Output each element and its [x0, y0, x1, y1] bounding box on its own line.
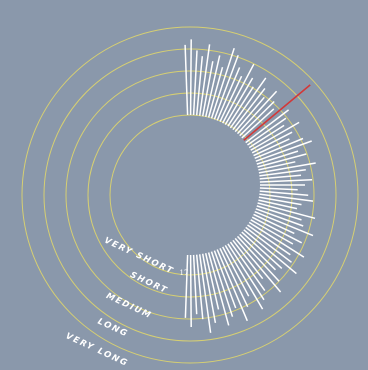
bar	[243, 229, 297, 275]
bar	[247, 117, 287, 146]
bar	[232, 239, 264, 280]
bar	[222, 63, 255, 124]
highlight-bar	[243, 84, 311, 141]
bar	[258, 162, 316, 174]
ring-label: MEDIUM	[104, 291, 153, 321]
bar	[254, 137, 304, 159]
ring-3	[65, 70, 315, 320]
ring-5	[21, 26, 359, 364]
bar	[257, 202, 316, 220]
bar	[232, 87, 266, 131]
bar	[257, 153, 307, 168]
bar	[259, 187, 298, 191]
bar	[213, 250, 237, 309]
bar	[250, 219, 294, 245]
bar	[251, 216, 303, 244]
bar	[258, 161, 296, 171]
bar	[198, 44, 211, 116]
bar	[245, 109, 290, 144]
bar	[259, 178, 313, 183]
ring-label: VERY SHORT	[102, 236, 175, 277]
bar	[259, 169, 306, 177]
ring-4	[43, 48, 337, 342]
bar	[219, 247, 249, 308]
bar	[254, 211, 314, 237]
bar	[234, 237, 282, 293]
bar	[248, 221, 305, 258]
bar	[236, 90, 278, 135]
bar	[192, 50, 198, 116]
ring-group	[21, 26, 359, 364]
bar-group	[184, 39, 316, 333]
bar	[239, 233, 277, 271]
bar	[184, 44, 189, 116]
ring-2	[87, 92, 293, 298]
bar	[204, 55, 221, 117]
bar	[256, 205, 302, 221]
bar	[201, 253, 217, 324]
bar	[227, 86, 254, 127]
bar	[204, 253, 220, 310]
bar	[255, 208, 304, 227]
bar	[216, 249, 248, 322]
bar	[201, 61, 214, 117]
ring-label: LONG	[96, 317, 130, 340]
bar	[222, 246, 250, 297]
bar	[250, 121, 300, 151]
bar	[241, 231, 283, 269]
bar	[224, 77, 254, 125]
bar	[241, 108, 275, 139]
bar	[245, 226, 292, 263]
bar	[234, 96, 265, 133]
bar	[195, 56, 204, 116]
bar	[229, 77, 267, 129]
bar	[189, 254, 192, 328]
bar	[198, 254, 212, 333]
bar	[213, 55, 239, 120]
bar	[253, 213, 295, 235]
bar	[248, 124, 285, 149]
bar	[258, 196, 302, 206]
bar	[259, 193, 314, 202]
bar	[219, 75, 243, 123]
bar	[256, 150, 299, 165]
bar	[210, 47, 235, 119]
bar	[255, 140, 312, 162]
count-label: 17	[180, 269, 189, 277]
bar	[224, 245, 264, 310]
bar	[259, 174, 302, 180]
bar	[184, 254, 189, 318]
bar	[239, 100, 275, 137]
bar	[236, 235, 280, 282]
bar	[195, 254, 204, 320]
bar	[216, 67, 241, 121]
bar	[259, 190, 309, 197]
bar	[253, 138, 290, 157]
bar	[258, 199, 298, 210]
bar	[189, 39, 192, 116]
bar	[227, 243, 265, 301]
bar	[192, 254, 198, 315]
bar	[207, 67, 224, 118]
bar	[247, 224, 291, 256]
bar	[229, 241, 266, 292]
ring-label: SHORT	[128, 270, 169, 296]
bar	[210, 251, 234, 317]
bar	[251, 131, 293, 154]
bar	[207, 252, 230, 326]
